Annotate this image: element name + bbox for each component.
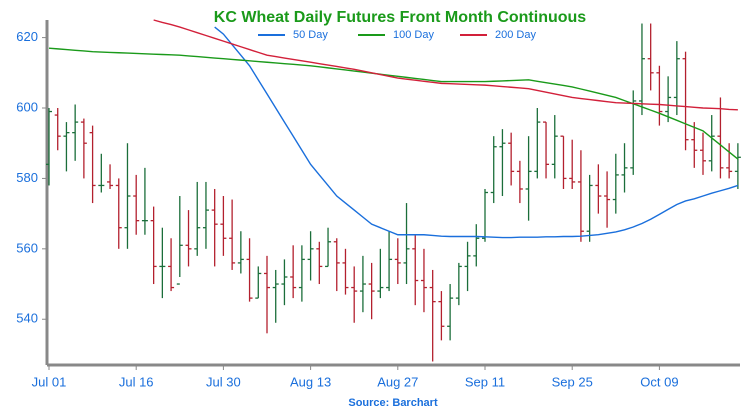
source: Source: Barchart — [348, 397, 438, 409]
legend-label: 200 Day — [495, 29, 536, 41]
legend-label: 100 Day — [393, 29, 434, 41]
legend-label: 50 Day — [293, 29, 328, 41]
chart-title: KC Wheat Daily Futures Front Month Conti… — [214, 9, 587, 26]
y-tick-label: 620 — [16, 29, 38, 44]
x-tick-label: Jul 30 — [206, 374, 241, 389]
y-tick-label: 560 — [16, 240, 38, 255]
x-tick-label: Oct 09 — [640, 374, 678, 389]
moving-average-line — [214, 26, 739, 239]
y-tick-label: 580 — [16, 170, 38, 185]
moving-average-line — [153, 19, 738, 111]
x-tick-label: Sep 25 — [552, 374, 593, 389]
x-tick-label: Jul 01 — [32, 374, 67, 389]
y-tick-label: 540 — [16, 311, 38, 326]
x-tick-label: Aug 27 — [377, 374, 418, 389]
x-tick-label: Sep 11 — [465, 374, 505, 389]
y-tick-label: 600 — [16, 99, 38, 114]
x-tick-label: Jul 16 — [119, 374, 154, 389]
x-tick-label: Aug 13 — [290, 374, 331, 389]
moving-average-line — [48, 47, 739, 160]
